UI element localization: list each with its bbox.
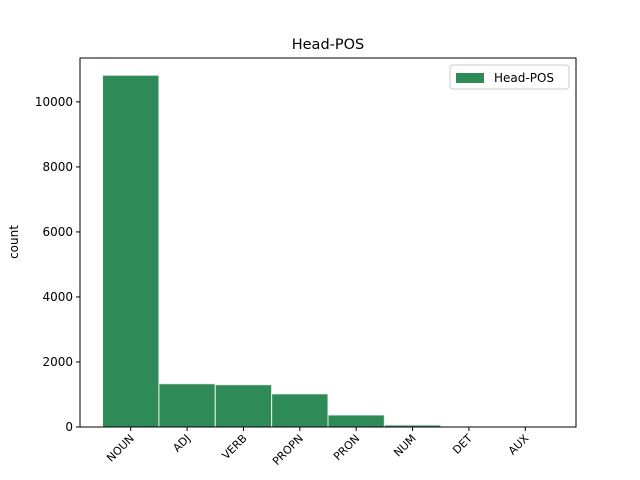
x-tick-label: ADJ <box>170 432 193 455</box>
x-tick-label: PRON <box>331 432 362 463</box>
bar <box>214 384 273 428</box>
chart-title: Head-POS <box>292 37 365 53</box>
x-tick-label: AUX <box>506 432 532 458</box>
axes-frame <box>79 57 577 428</box>
y-tick-label: 2000 <box>42 355 73 369</box>
y-tick-label: 8000 <box>42 160 73 174</box>
y-tick-label: 10000 <box>35 95 73 109</box>
bar <box>102 74 160 428</box>
x-tick-label: PROPN <box>270 432 306 468</box>
legend-label: Head-POS <box>494 71 554 85</box>
y-tick-label: 0 <box>65 420 73 434</box>
x-tick-label: NUM <box>391 432 418 459</box>
x-tick-label: VERB <box>219 432 249 462</box>
y-axis-label: count <box>7 225 21 259</box>
y-tick-label: 4000 <box>42 290 73 304</box>
legend-swatch <box>456 73 484 83</box>
y-tick-label: 6000 <box>42 225 73 239</box>
x-tick-label: DET <box>450 432 475 457</box>
x-tick-label: NOUN <box>104 432 137 465</box>
bar <box>271 393 329 428</box>
bar <box>327 414 385 428</box>
bar <box>158 383 216 428</box>
